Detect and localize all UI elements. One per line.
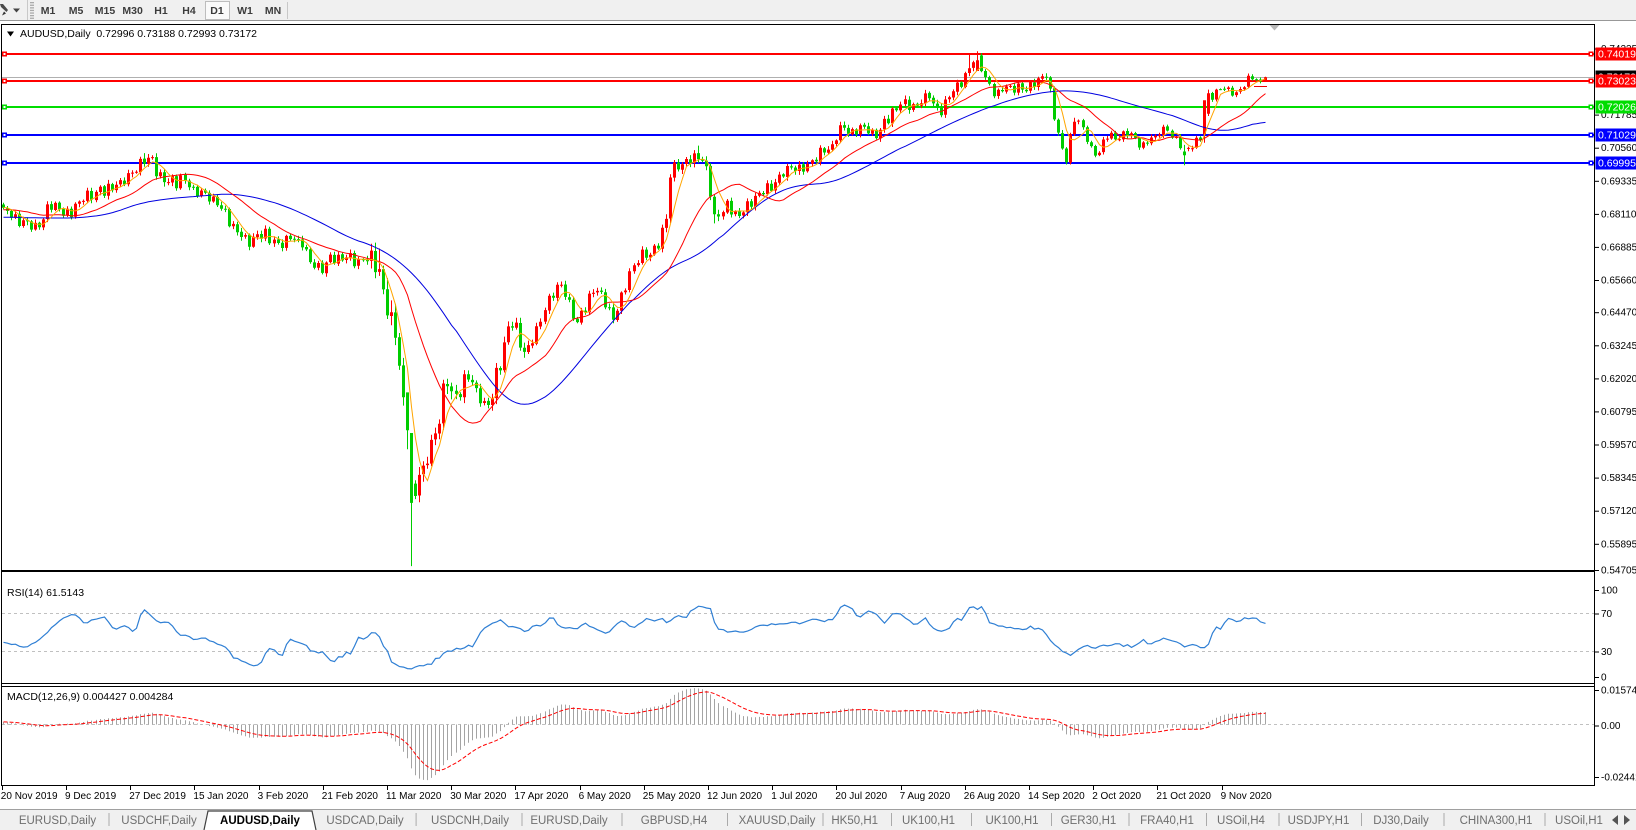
svg-text:MACD(12,26,9) 0.004427 0.00428: MACD(12,26,9) 0.004427 0.004284 [7,691,174,703]
svg-text:USDJPY,H1: USDJPY,H1 [1288,815,1350,827]
svg-text:XAUUSD,Daily: XAUUSD,Daily [739,815,816,827]
svg-text:MN: MN [265,5,281,17]
svg-text:USOil,H4: USOil,H4 [1217,815,1266,827]
svg-text:0.64470: 0.64470 [1601,308,1636,319]
svg-text:EURUSD,Daily: EURUSD,Daily [530,815,608,827]
svg-text:UK100,H1: UK100,H1 [985,815,1038,827]
svg-text:EURUSD,Daily: EURUSD,Daily [19,815,97,827]
svg-text:H1: H1 [154,5,168,17]
svg-text:20 Jul 2020: 20 Jul 2020 [835,791,887,802]
svg-text:USDCNH,Daily: USDCNH,Daily [431,815,509,827]
svg-text:26 Aug 2020: 26 Aug 2020 [964,791,1021,802]
svg-text:USDCHF,Daily: USDCHF,Daily [121,815,197,827]
svg-text:M1: M1 [41,5,56,17]
svg-text:9 Dec 2019: 9 Dec 2019 [65,791,117,802]
svg-text:0.57120: 0.57120 [1601,506,1636,517]
svg-text:27 Dec 2019: 27 Dec 2019 [129,791,186,802]
svg-text:21 Feb 2020: 21 Feb 2020 [322,791,379,802]
svg-text:0.65660: 0.65660 [1601,276,1636,287]
svg-text:30: 30 [1601,647,1613,658]
svg-text:30 Mar 2020: 30 Mar 2020 [450,791,507,802]
svg-text:0.58345: 0.58345 [1601,473,1636,484]
svg-text:0.70560: 0.70560 [1601,143,1636,154]
svg-text:14 Sep 2020: 14 Sep 2020 [1028,791,1085,802]
svg-text:0.00: 0.00 [1601,721,1621,732]
svg-text:25 May 2020: 25 May 2020 [643,791,701,802]
svg-text:21 Oct 2020: 21 Oct 2020 [1156,791,1211,802]
svg-text:0.74019: 0.74019 [1598,49,1636,61]
svg-text:RSI(14) 61.5143: RSI(14) 61.5143 [7,587,84,599]
svg-text:M15: M15 [95,5,116,17]
svg-text:0.60795: 0.60795 [1601,407,1636,418]
svg-text:20 Nov 2019: 20 Nov 2019 [1,791,58,802]
svg-text:GBPUSD,H4: GBPUSD,H4 [641,815,708,827]
svg-text:12 Jun 2020: 12 Jun 2020 [707,791,762,802]
svg-text:0.71785: 0.71785 [1601,110,1636,121]
svg-text:2 Oct 2020: 2 Oct 2020 [1092,791,1141,802]
svg-text:H4: H4 [182,5,196,17]
svg-text:W1: W1 [237,5,253,17]
svg-text:9 Nov 2020: 9 Nov 2020 [1221,791,1273,802]
svg-text:M30: M30 [122,5,143,17]
svg-text:USOil,H1: USOil,H1 [1555,815,1603,827]
svg-text:0.72026: 0.72026 [1598,102,1636,114]
svg-text:100: 100 [1601,586,1618,597]
svg-text:UK100,H1: UK100,H1 [902,815,955,827]
svg-text:0.69995: 0.69995 [1598,158,1636,170]
svg-text:0.015741: 0.015741 [1601,686,1636,697]
svg-text:0.62020: 0.62020 [1601,374,1636,385]
svg-text:0.66885: 0.66885 [1601,242,1636,253]
svg-text:GER30,H1: GER30,H1 [1061,815,1117,827]
svg-text:DJ30,Daily: DJ30,Daily [1373,815,1429,827]
svg-text:70: 70 [1601,609,1613,620]
svg-text:15 Jan 2020: 15 Jan 2020 [193,791,248,802]
svg-text:-0.024412: -0.024412 [1601,773,1636,784]
svg-text:HK50,H1: HK50,H1 [831,815,878,827]
svg-text:11 Mar 2020: 11 Mar 2020 [386,791,442,802]
svg-text:0.69335: 0.69335 [1601,176,1636,187]
svg-text:0.59570: 0.59570 [1601,440,1636,451]
svg-text:0.55895: 0.55895 [1601,539,1636,550]
svg-text:3 Feb 2020: 3 Feb 2020 [258,791,309,802]
svg-text:0.54705: 0.54705 [1601,566,1636,577]
svg-text:USDCAD,Daily: USDCAD,Daily [326,815,404,827]
svg-text:17 Apr 2020: 17 Apr 2020 [514,791,568,802]
svg-text:AUDUSD,Daily 0.72996 0.73188: AUDUSD,Daily 0.72996 0.73188 0.72993 0.7… [20,28,257,40]
svg-text:AUDUSD,Daily: AUDUSD,Daily [220,815,300,827]
svg-text:6 May 2020: 6 May 2020 [579,791,632,802]
svg-text:CHINA300,H1: CHINA300,H1 [1460,815,1533,827]
svg-text:0: 0 [1601,673,1607,684]
svg-text:0.71029: 0.71029 [1598,130,1636,142]
svg-text:1 Jul 2020: 1 Jul 2020 [771,791,818,802]
svg-text:0.73023: 0.73023 [1598,76,1636,88]
svg-text:0.63245: 0.63245 [1601,341,1636,352]
svg-text:D1: D1 [210,5,224,17]
svg-text:7 Aug 2020: 7 Aug 2020 [900,791,951,802]
svg-text:FRA40,H1: FRA40,H1 [1140,815,1194,827]
svg-text:0.68110: 0.68110 [1601,209,1636,220]
svg-text:M5: M5 [69,5,84,17]
